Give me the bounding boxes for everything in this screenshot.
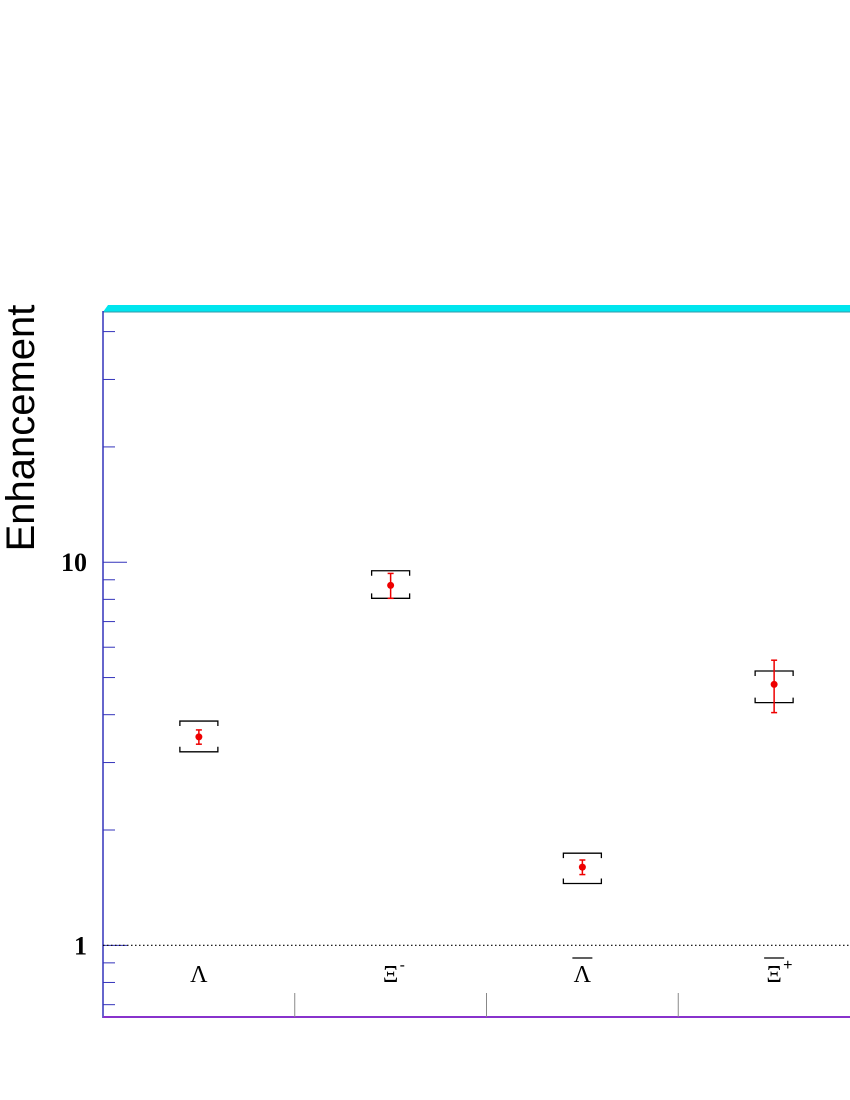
y-tick-labels: 1 10 xyxy=(61,548,87,960)
sys-bracket-lower xyxy=(179,746,219,753)
systematic-error-brackets xyxy=(179,570,794,885)
y-ticks xyxy=(103,331,127,1006)
category-superscript: - xyxy=(400,957,405,974)
data-point xyxy=(195,733,203,741)
sys-bracket-upper xyxy=(370,570,411,576)
y-tick-label: 10 xyxy=(61,548,87,577)
sys-bracket-upper xyxy=(179,720,219,727)
data-points xyxy=(195,581,778,871)
statistical-error-bars xyxy=(195,572,778,876)
sys-bracket-lower xyxy=(562,878,603,885)
y-axis-label: Enhancement xyxy=(0,305,43,552)
category-labels: Λ Ξ - Λ Ξ + xyxy=(190,957,792,988)
x-ticks xyxy=(294,993,679,1017)
category-superscript: + xyxy=(783,957,792,974)
category-label: Ξ xyxy=(383,962,398,988)
data-point xyxy=(578,863,586,871)
category-label: Ξ xyxy=(766,962,781,988)
top-frame-band xyxy=(103,305,850,312)
category-label: Λ xyxy=(574,962,592,988)
sys-bracket-upper xyxy=(562,852,603,859)
data-point xyxy=(770,680,778,688)
y-tick-label: 1 xyxy=(74,931,87,960)
data-point xyxy=(387,581,395,589)
category-label: Λ xyxy=(190,962,208,988)
